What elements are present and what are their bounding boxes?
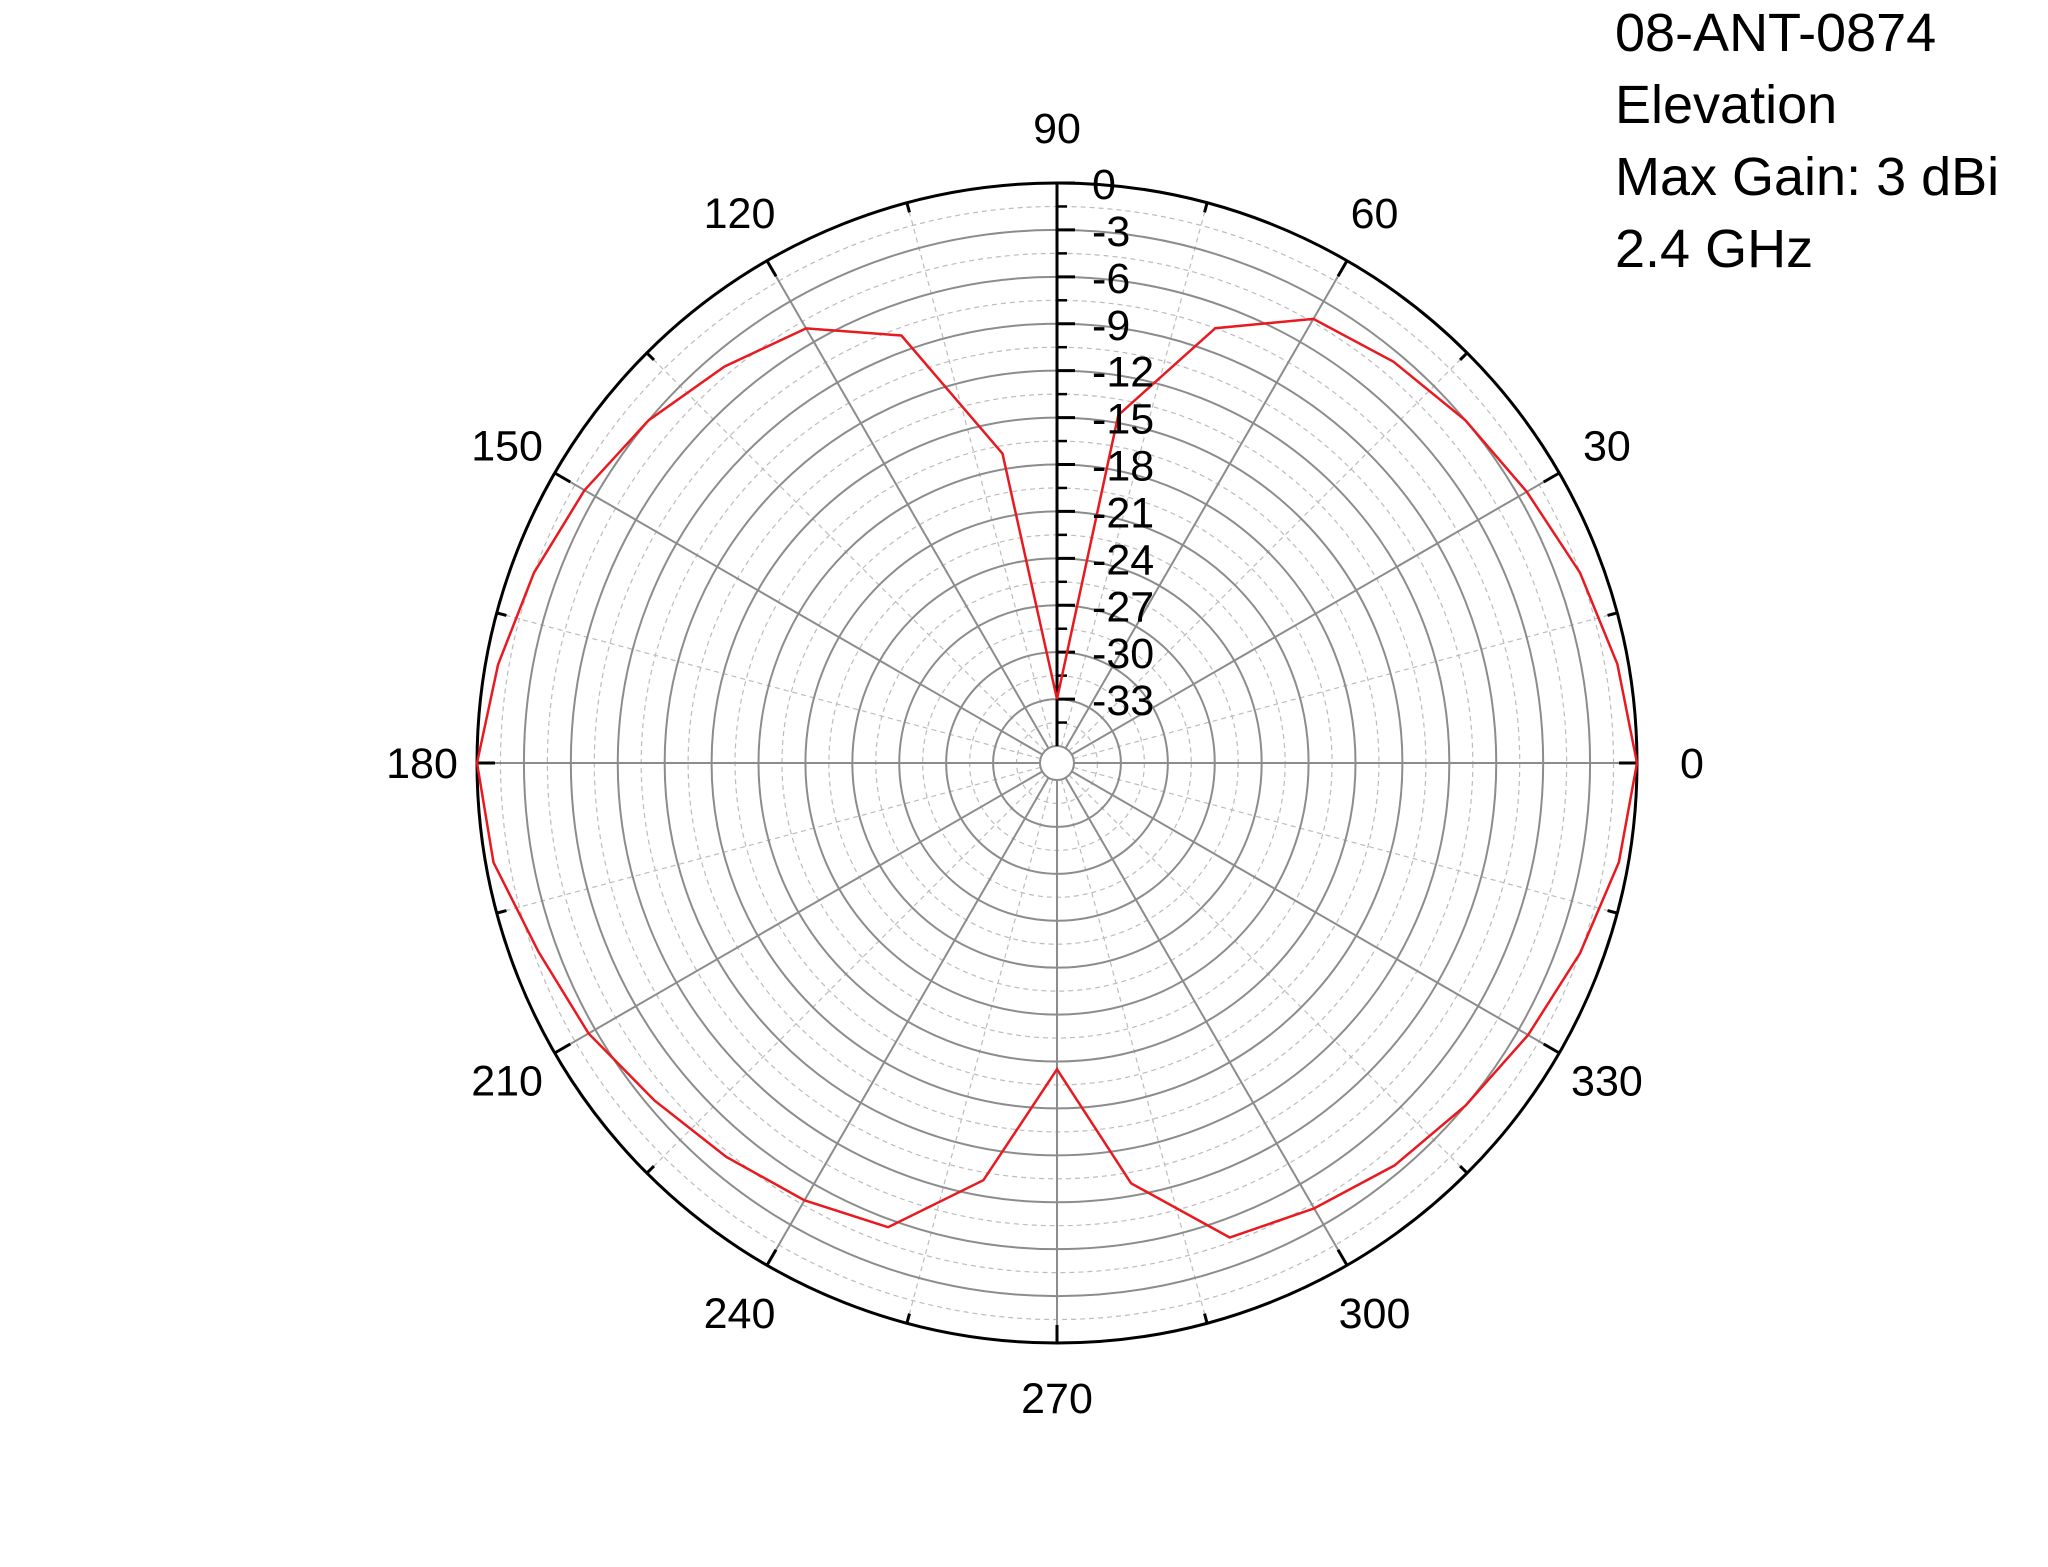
radial-tick-label: -27 — [1092, 583, 1154, 631]
angle-minor-tick — [645, 351, 656, 362]
frequency-label: 2.4 GHz — [1615, 219, 1814, 279]
angle-tick-label: 0 — [1680, 740, 1704, 788]
angle-major-tick — [765, 259, 778, 278]
angle-major-tick — [1542, 1042, 1561, 1055]
major-grid-spoke — [554, 770, 1043, 1054]
major-grid-spoke — [1064, 777, 1348, 1266]
angle-minor-tick — [905, 1313, 911, 1324]
angle-minor-tick — [496, 909, 507, 915]
radial-tick-label: -6 — [1092, 255, 1130, 303]
angle-tick-label: 120 — [704, 190, 776, 238]
angle-tick-label: 330 — [1571, 1058, 1643, 1106]
angle-major-tick — [553, 1042, 572, 1055]
inner-grid-circle — [1039, 745, 1075, 781]
major-grid-spoke — [766, 260, 1050, 749]
angle-minor-tick — [1203, 202, 1209, 213]
angle-major-tick — [553, 471, 572, 484]
angle-tick-label: 150 — [471, 423, 543, 471]
angle-tick-label: 300 — [1339, 1290, 1411, 1338]
radial-tick-label: -21 — [1092, 489, 1154, 537]
angle-tick-label: 270 — [1021, 1375, 1093, 1423]
angle-tick-label: 240 — [704, 1290, 776, 1338]
radial-tick-label: -30 — [1092, 630, 1154, 678]
angle-minor-tick — [496, 611, 507, 617]
angle-tick-label: 90 — [1033, 105, 1081, 153]
major-grid-spoke — [766, 777, 1050, 1266]
angle-minor-tick — [1203, 1313, 1209, 1324]
angle-tick-label: 210 — [471, 1058, 543, 1106]
radial-tick-label: -3 — [1092, 208, 1130, 256]
pattern-plane-label: Elevation — [1615, 75, 1838, 135]
radial-tick-label: -12 — [1092, 349, 1154, 397]
radial-tick-label: -9 — [1092, 302, 1130, 350]
radial-tick-label: -33 — [1092, 677, 1154, 725]
angle-minor-tick — [1607, 909, 1618, 915]
angle-minor-tick — [1458, 351, 1469, 362]
major-grid-spoke — [1071, 770, 1560, 1054]
major-grid-spoke — [1071, 472, 1560, 756]
antenna-model-label: 08-ANT-0874 — [1615, 3, 1937, 63]
gain-pattern-line — [475, 317, 1639, 1239]
max-gain-label: Max Gain: 3 dBi — [1615, 147, 2000, 207]
major-grid-spoke — [554, 472, 1043, 756]
angle-minor-tick — [645, 1164, 656, 1175]
radial-tick-label: -18 — [1092, 443, 1154, 491]
angle-major-tick — [1336, 259, 1349, 278]
angle-tick-label: 30 — [1583, 423, 1631, 471]
angle-tick-label: 180 — [386, 740, 458, 788]
major-grid-spoke — [1064, 260, 1348, 749]
angle-major-tick — [765, 1248, 778, 1267]
angle-major-tick — [1336, 1248, 1349, 1267]
angle-major-tick — [1542, 471, 1561, 484]
angle-minor-tick — [905, 202, 911, 213]
radial-tick-label: -24 — [1092, 536, 1154, 584]
angle-minor-tick — [1607, 611, 1618, 617]
angle-tick-label: 60 — [1351, 190, 1399, 238]
radial-tick-label: 0 — [1092, 161, 1116, 209]
angle-minor-tick — [1458, 1164, 1469, 1175]
radial-tick-label: -15 — [1092, 396, 1154, 444]
